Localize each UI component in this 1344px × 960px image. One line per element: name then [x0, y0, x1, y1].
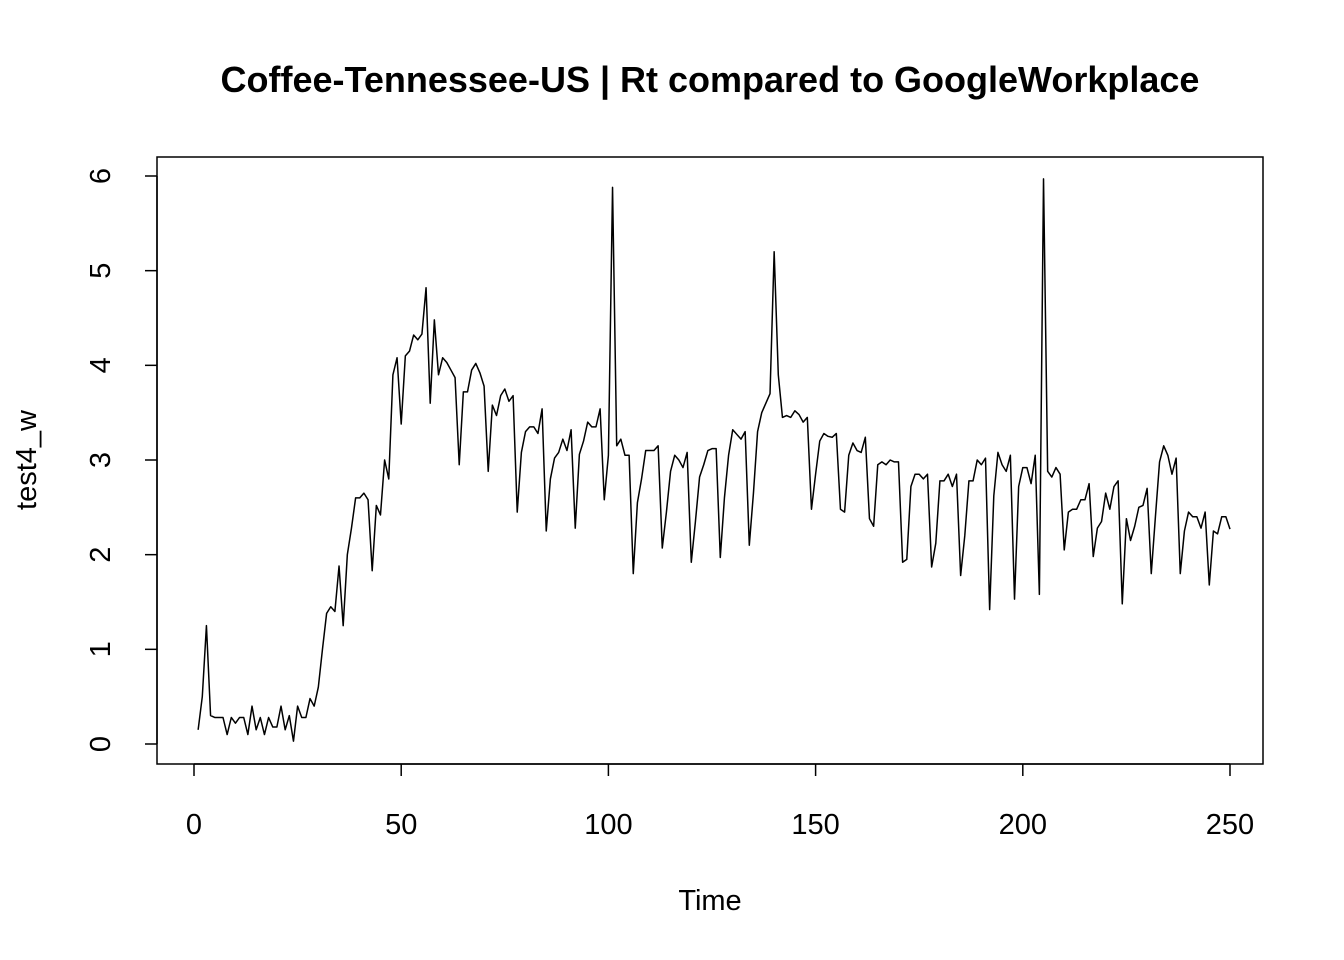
y-tick-label: 4: [85, 357, 117, 373]
chart-title: Coffee-Tennessee-US | Rt compared to Goo…: [221, 59, 1200, 101]
x-tick-label: 200: [999, 809, 1047, 841]
y-tick-label: 1: [85, 641, 117, 657]
x-tick-label: 50: [385, 809, 417, 841]
x-axis: 0 50 100 150 200 250: [186, 763, 1254, 841]
x-tick-label: 100: [584, 809, 632, 841]
y-axis-label: test4_w: [11, 409, 43, 510]
x-tick-label: 0: [186, 809, 202, 841]
series-line: [197, 178, 1231, 742]
y-tick-label: 0: [85, 736, 117, 752]
x-tick-label: 250: [1206, 809, 1254, 841]
y-axis: 0 1 2 3 4 5 6: [85, 168, 158, 752]
y-tick-label: 5: [85, 263, 117, 279]
y-tick-label: 3: [85, 452, 117, 468]
y-tick-label: 6: [85, 168, 117, 184]
x-tick-label: 150: [791, 809, 839, 841]
y-tick-label: 2: [85, 547, 117, 563]
x-axis-label: Time: [678, 885, 741, 917]
plot-frame: [156, 156, 1264, 765]
